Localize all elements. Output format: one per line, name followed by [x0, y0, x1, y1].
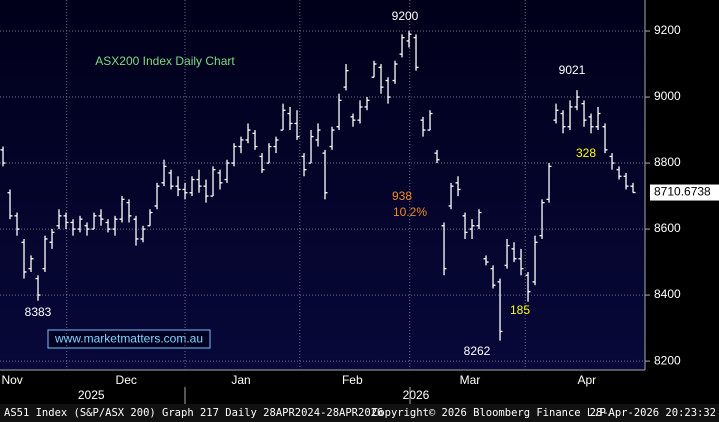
x-tick-label: Apr	[577, 373, 596, 387]
footer-right: 28-Apr-2026 20:23:32	[590, 407, 716, 419]
annotation: 9021	[559, 63, 586, 77]
last-price-label: 8710.6738	[654, 185, 711, 199]
footer-left: AS51 Index (S&P/ASX 200) Graph 217 Daily…	[4, 407, 383, 419]
x-tick-label: Mar	[460, 373, 481, 387]
plot-area	[0, 0, 645, 370]
annotation: 328	[576, 146, 596, 160]
y-tick-label: 9000	[654, 89, 681, 103]
y-tick-label: 8200	[654, 353, 681, 367]
annotation: 8262	[464, 344, 491, 358]
y-tick-label: 9200	[654, 23, 681, 37]
watermark: www.marketmatters.com.au	[54, 332, 203, 346]
x-tick-label: Jan	[231, 373, 250, 387]
x-tick-label: Nov	[1, 373, 22, 387]
annotation: 185	[510, 303, 530, 317]
watermark-box	[47, 329, 211, 349]
footer-bar	[0, 404, 719, 422]
chart-title: ASX200 Index Daily Chart	[95, 54, 235, 68]
y-tick-label: 8400	[654, 287, 681, 301]
x-axis-area	[0, 370, 719, 404]
footer-center: Copyright© 2026 Bloomberg Finance L.P.	[372, 407, 612, 419]
year-label: 2026	[403, 388, 430, 402]
annotation: 10.2%	[393, 205, 427, 219]
last-price-box	[650, 184, 719, 201]
x-tick-label: Feb	[342, 373, 363, 387]
y-tick-label: 8800	[654, 155, 681, 169]
annotation: 9200	[392, 9, 419, 23]
annotation: 8383	[25, 305, 52, 319]
annotation: 938	[392, 189, 412, 203]
y-tick-label: 8600	[654, 221, 681, 235]
year-label: 2025	[78, 388, 105, 402]
x-tick-label: Dec	[116, 373, 137, 387]
